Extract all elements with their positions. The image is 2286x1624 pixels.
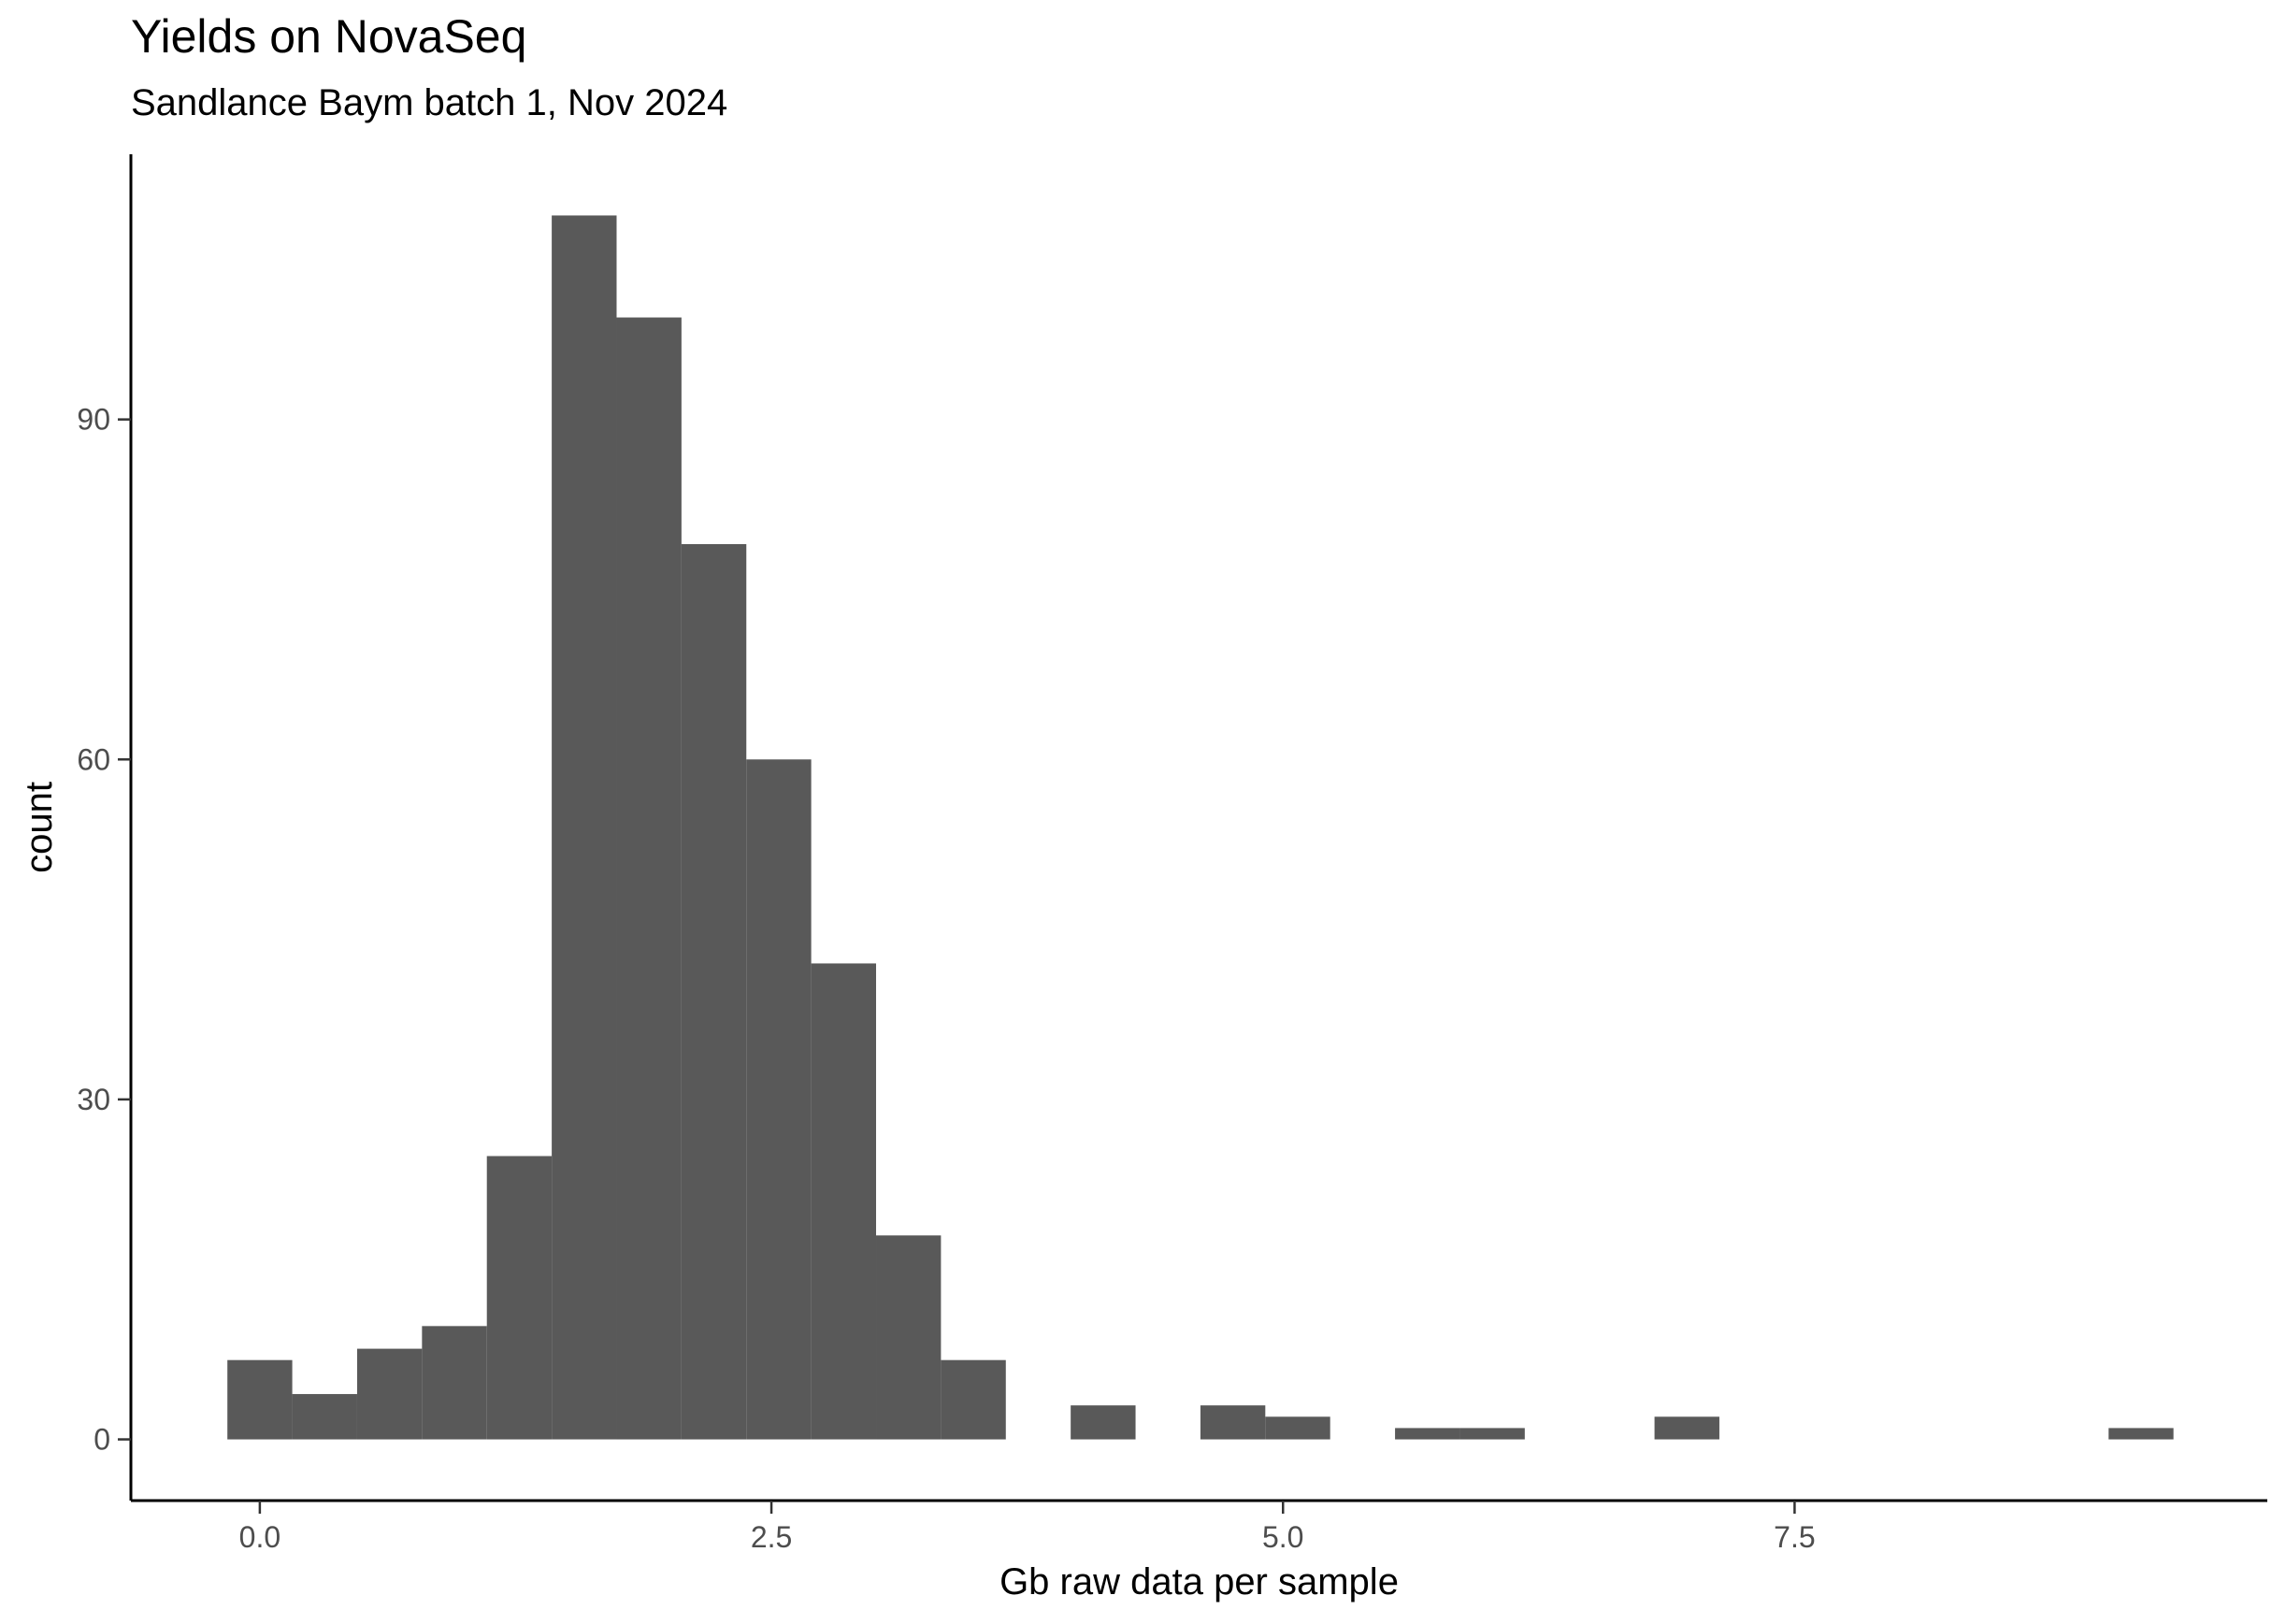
x-tick-label: 5.0 — [1262, 1520, 1303, 1554]
y-axis-ticks: 0 30 60 90 — [77, 403, 131, 1457]
chart-subtitle: Sandlance Baym batch 1, Nov 2024 — [131, 82, 728, 123]
chart-title: Yields on NovaSeq — [131, 10, 527, 63]
y-axis-title: count — [19, 782, 60, 873]
axes — [129, 154, 2267, 1502]
histogram-bars — [227, 215, 2174, 1440]
histogram-bar — [292, 1394, 357, 1440]
y-tick-label: 60 — [77, 742, 110, 776]
histogram-bar — [1459, 1428, 1525, 1440]
histogram-bar — [552, 215, 617, 1440]
x-tick-label: 0.0 — [239, 1520, 280, 1554]
histogram-bar — [811, 963, 877, 1440]
histogram-bar — [486, 1156, 553, 1440]
y-tick-label: 30 — [77, 1083, 110, 1116]
histogram-bar — [746, 759, 812, 1440]
histogram-bar — [227, 1359, 293, 1440]
x-axis-ticks: 0.0 2.5 5.0 7.5 — [239, 1501, 1816, 1554]
histogram-bar — [356, 1348, 423, 1440]
histogram-bar — [2108, 1428, 2174, 1440]
histogram-bar — [1200, 1405, 1266, 1440]
histogram-bar — [616, 317, 682, 1440]
histogram-bar — [681, 543, 747, 1440]
histogram-bar — [941, 1359, 1006, 1440]
histogram-bar — [876, 1235, 942, 1440]
x-tick-label: 2.5 — [751, 1520, 792, 1554]
histogram-bar — [1654, 1416, 1719, 1440]
histogram-bar — [1395, 1428, 1460, 1440]
histogram-bar — [1071, 1405, 1136, 1440]
x-tick-label: 7.5 — [1774, 1520, 1815, 1554]
x-axis-title: Gb raw data per sample — [999, 1561, 1399, 1602]
histogram-bar — [1265, 1416, 1330, 1440]
histogram-bar — [422, 1326, 487, 1440]
y-tick-label: 90 — [77, 403, 110, 437]
y-tick-label: 0 — [93, 1423, 110, 1457]
